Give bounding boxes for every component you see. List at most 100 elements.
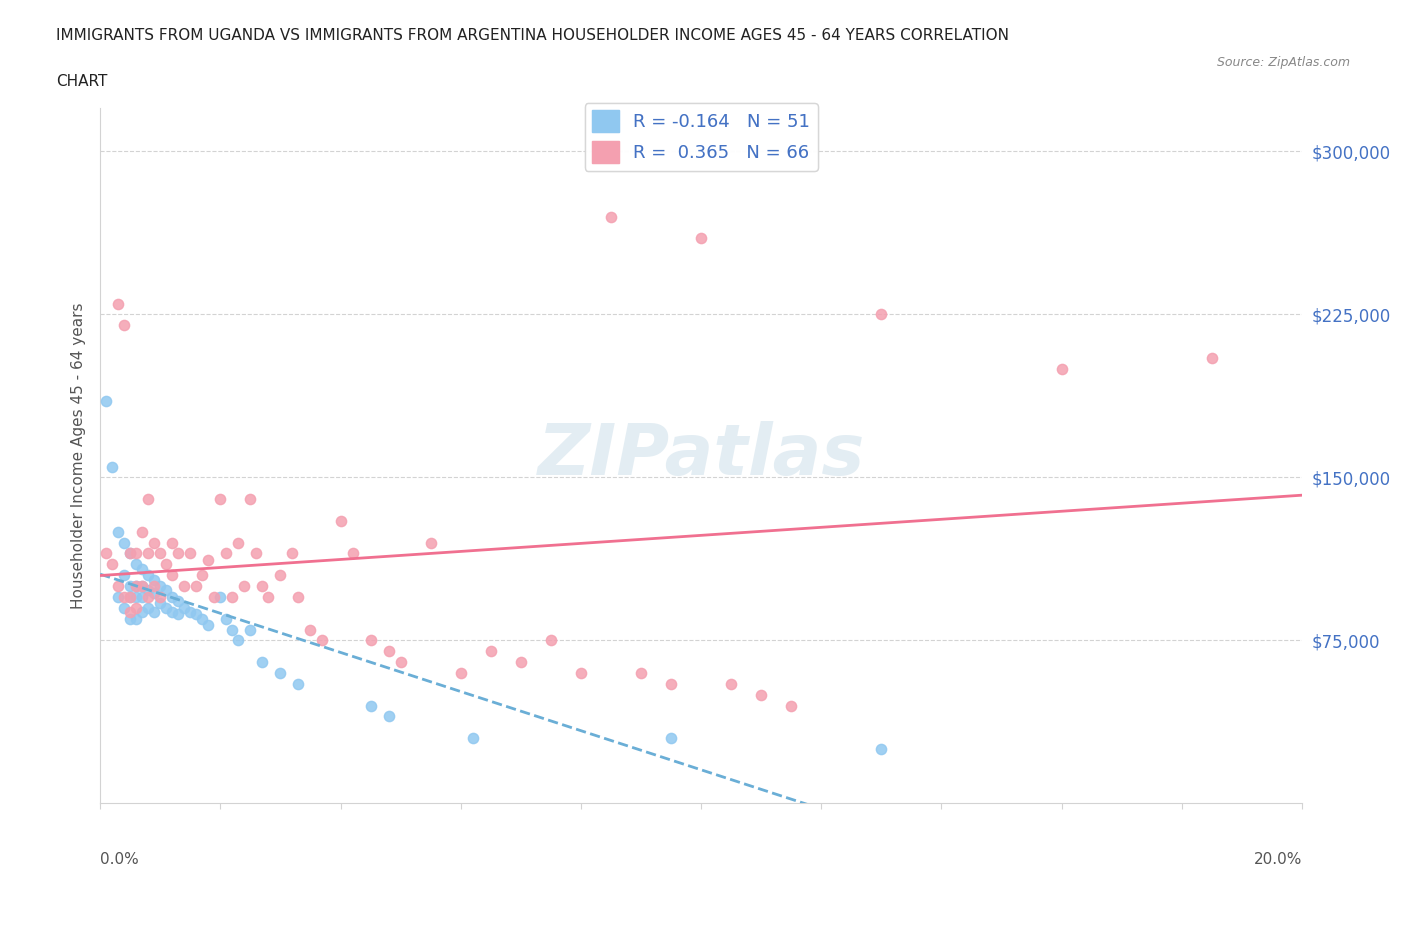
Point [112, 318, 135, 333]
Point [125, 557, 148, 572]
Point [419, 535, 441, 550]
Point [870, 307, 893, 322]
Point [125, 611, 148, 626]
Text: ZIPatlas: ZIPatlas [537, 421, 865, 490]
Point [287, 590, 309, 604]
Point [162, 567, 184, 582]
Point [131, 578, 153, 593]
Point [569, 666, 592, 681]
Y-axis label: Householder Income Ages 45 - 64 years: Householder Income Ages 45 - 64 years [72, 302, 86, 609]
Point [107, 590, 129, 604]
Point [252, 655, 274, 670]
Point [125, 590, 148, 604]
Point [461, 731, 484, 746]
Point [342, 546, 364, 561]
Text: Source: ZipAtlas.com: Source: ZipAtlas.com [1216, 56, 1350, 69]
Point [281, 546, 304, 561]
Point [630, 666, 652, 681]
Point [143, 535, 166, 550]
Point [149, 546, 172, 561]
Point [136, 590, 159, 604]
Point [245, 546, 267, 561]
Point [191, 611, 214, 626]
Point [299, 622, 322, 637]
Point [136, 583, 159, 598]
Point [167, 607, 190, 622]
Point [143, 585, 166, 600]
Point [450, 666, 472, 681]
Point [136, 492, 159, 507]
Point [120, 590, 142, 604]
Point [120, 604, 142, 619]
Point [167, 594, 190, 609]
Point [143, 578, 166, 593]
Point [149, 578, 172, 593]
Point [360, 633, 382, 648]
Point [659, 676, 682, 691]
Point [143, 572, 166, 587]
Point [131, 604, 153, 619]
Point [311, 633, 333, 648]
Point [131, 590, 153, 604]
Point [221, 590, 243, 604]
Point [149, 590, 172, 604]
Point [120, 578, 142, 593]
Point [131, 578, 153, 593]
Point [197, 552, 219, 567]
Point [197, 618, 219, 632]
Point [209, 590, 232, 604]
Point [112, 601, 135, 616]
Point [107, 525, 129, 539]
Point [125, 546, 148, 561]
Point [690, 231, 713, 246]
Point [131, 525, 153, 539]
Point [143, 604, 166, 619]
Point [155, 557, 177, 572]
Point [239, 492, 262, 507]
Point [112, 535, 135, 550]
Text: 20.0%: 20.0% [1254, 852, 1302, 867]
Point [389, 655, 412, 670]
Point [179, 546, 201, 561]
Point [101, 557, 124, 572]
Point [287, 676, 309, 691]
Point [215, 611, 238, 626]
Point [202, 590, 225, 604]
Text: IMMIGRANTS FROM UGANDA VS IMMIGRANTS FROM ARGENTINA HOUSEHOLDER INCOME AGES 45 -: IMMIGRANTS FROM UGANDA VS IMMIGRANTS FRO… [56, 28, 1010, 43]
Point [162, 590, 184, 604]
Point [120, 546, 142, 561]
Point [173, 601, 195, 616]
Point [870, 741, 893, 756]
Point [107, 296, 129, 311]
Point [509, 655, 531, 670]
Point [125, 578, 148, 593]
Point [112, 590, 135, 604]
Point [233, 578, 256, 593]
Point [228, 535, 250, 550]
Point [179, 604, 201, 619]
Text: CHART: CHART [56, 74, 108, 89]
Point [167, 546, 190, 561]
Point [155, 583, 177, 598]
Point [131, 561, 153, 576]
Point [269, 666, 291, 681]
Point [780, 698, 803, 713]
Point [252, 578, 274, 593]
Point [239, 622, 262, 637]
Point [173, 578, 195, 593]
Point [191, 567, 214, 582]
Point [186, 578, 208, 593]
Point [720, 676, 742, 691]
Point [94, 394, 117, 409]
Point [107, 578, 129, 593]
Point [479, 644, 502, 658]
Point [1050, 362, 1073, 377]
Point [186, 607, 208, 622]
Point [269, 567, 291, 582]
Point [257, 590, 280, 604]
Point [221, 622, 243, 637]
Point [136, 546, 159, 561]
Point [162, 535, 184, 550]
Point [125, 578, 148, 593]
Point [125, 601, 148, 616]
